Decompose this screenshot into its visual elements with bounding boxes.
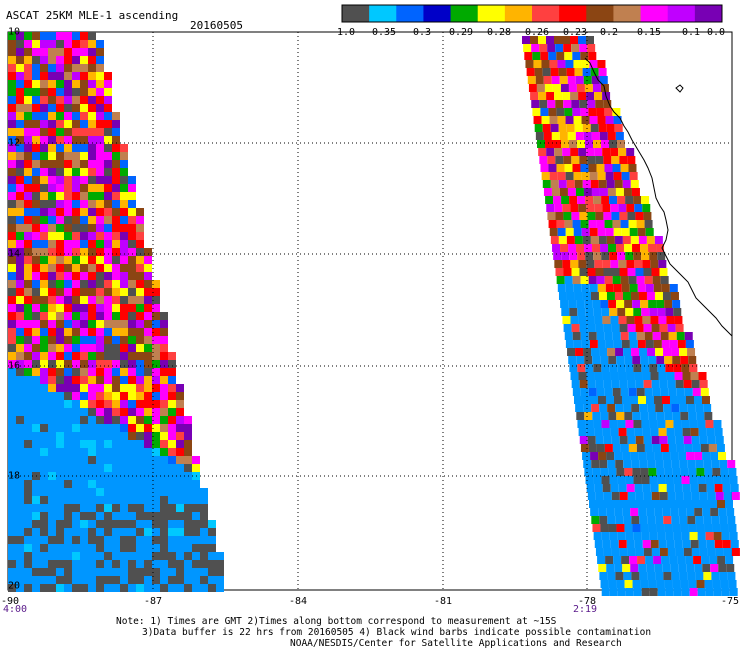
island-shape <box>675 84 684 93</box>
x-tick-81: -81 <box>433 596 453 607</box>
colorbar-segment <box>667 5 696 22</box>
colorbar-segment <box>396 5 424 22</box>
y-tick-10: 10 <box>8 26 21 38</box>
colorbar-label-3: -0.29 <box>442 27 474 38</box>
colorbar-segment <box>342 5 370 22</box>
map-title: ASCAT 25KM MLE-1 ascending <box>6 9 179 22</box>
note-line-1: Note: 1) Times are GMT 2)Times along bot… <box>116 616 557 627</box>
colorbar <box>341 4 723 23</box>
time-right: 2:19 <box>573 604 598 615</box>
colorbar-label-7: -0.2 <box>593 27 619 38</box>
colorbar-label-8: -0.15 <box>630 27 662 38</box>
grid-lines <box>8 32 732 590</box>
colorbar-segment <box>586 5 614 22</box>
colorbar-label-9: -0.1 <box>675 27 701 38</box>
x-tick-90: -90 <box>0 596 20 607</box>
colorbar-segment <box>477 5 506 22</box>
colorbar-segment <box>613 5 642 22</box>
coastline <box>584 57 733 337</box>
colorbar-label-4: -0.28 <box>480 27 512 38</box>
colorbar-label-2: -0.3 <box>406 27 432 38</box>
x-tick-75: -75 <box>720 596 740 607</box>
x-tick-87: -87 <box>143 596 163 607</box>
colorbar-label-0: -1.0 <box>330 27 356 38</box>
colorbar-segment <box>369 5 397 22</box>
x-tick-84: -84 <box>288 596 308 607</box>
colorbar-segment <box>450 5 479 22</box>
y-tick-12: 12 <box>8 137 21 149</box>
colorbar-segment <box>423 5 452 22</box>
y-tick-16: 16 <box>8 360 21 372</box>
colorbar-segment <box>504 5 533 22</box>
note-line-2: 3)Data buffer is 22 hrs from 20160505 4)… <box>142 627 652 638</box>
colorbar-label-6: -0.23 <box>556 27 588 38</box>
colorbar-segment <box>532 5 560 22</box>
x-tick-78: -78 <box>577 596 597 607</box>
note-line-3: NOAA/NESDIS/Center for Satellite Applica… <box>290 638 622 649</box>
colorbar-label-5: -0.26 <box>518 27 550 38</box>
time-left: 4:00 <box>3 604 28 615</box>
colorbar-label-10: 0.0 <box>706 27 726 38</box>
colorbar-segment <box>640 5 669 22</box>
swath-cells <box>8 32 740 596</box>
y-tick-14: 14 <box>8 248 21 260</box>
colorbar-segment <box>694 5 723 22</box>
y-tick-18: 18 <box>8 470 21 482</box>
colorbar-label-1: -0.35 <box>365 27 397 38</box>
colorbar-border <box>341 4 723 23</box>
y-tick-20: 20 <box>8 580 21 592</box>
colorbar-segment <box>559 5 587 22</box>
map-date: 20160505 <box>190 19 243 32</box>
